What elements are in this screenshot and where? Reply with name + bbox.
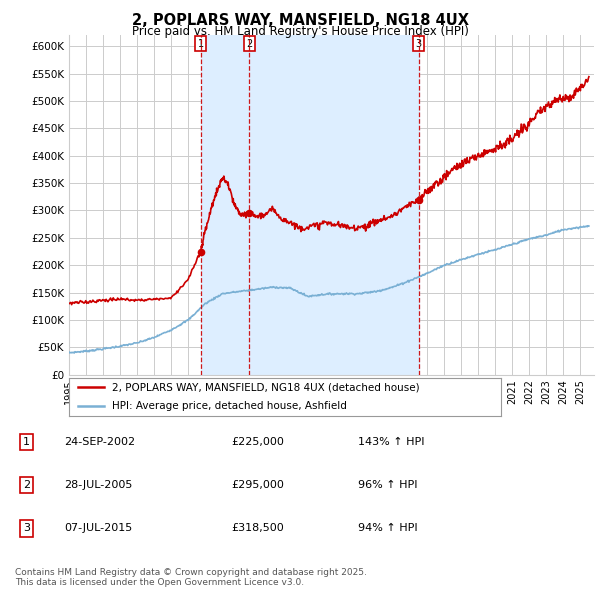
Text: £318,500: £318,500 <box>231 523 284 533</box>
Text: 3: 3 <box>23 523 30 533</box>
Text: 24-SEP-2002: 24-SEP-2002 <box>64 437 135 447</box>
Text: 143% ↑ HPI: 143% ↑ HPI <box>358 437 424 447</box>
Text: 28-JUL-2005: 28-JUL-2005 <box>64 480 132 490</box>
Text: 2, POPLARS WAY, MANSFIELD, NG18 4UX (detached house): 2, POPLARS WAY, MANSFIELD, NG18 4UX (det… <box>112 382 420 392</box>
Bar <box>249 35 419 375</box>
Text: £225,000: £225,000 <box>231 437 284 447</box>
Text: 94% ↑ HPI: 94% ↑ HPI <box>358 523 417 533</box>
Text: 2, POPLARS WAY, MANSFIELD, NG18 4UX: 2, POPLARS WAY, MANSFIELD, NG18 4UX <box>131 13 469 28</box>
Text: £295,000: £295,000 <box>231 480 284 490</box>
Text: 3: 3 <box>416 39 422 49</box>
Text: 96% ↑ HPI: 96% ↑ HPI <box>358 480 417 490</box>
Text: 1: 1 <box>197 39 204 49</box>
Text: 2: 2 <box>246 39 252 49</box>
Bar <box>201 35 249 375</box>
Text: 07-JUL-2015: 07-JUL-2015 <box>64 523 132 533</box>
Text: 1: 1 <box>23 437 30 447</box>
Text: Contains HM Land Registry data © Crown copyright and database right 2025.
This d: Contains HM Land Registry data © Crown c… <box>15 568 367 587</box>
Text: Price paid vs. HM Land Registry's House Price Index (HPI): Price paid vs. HM Land Registry's House … <box>131 25 469 38</box>
Text: 2: 2 <box>23 480 30 490</box>
Text: HPI: Average price, detached house, Ashfield: HPI: Average price, detached house, Ashf… <box>112 401 347 411</box>
